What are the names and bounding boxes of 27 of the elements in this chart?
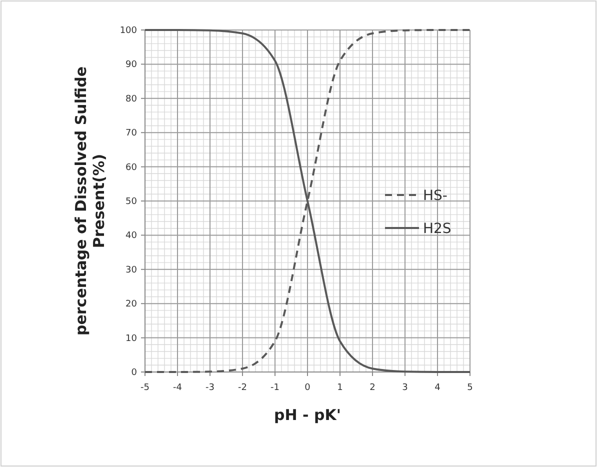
x-tick-label: -5 bbox=[140, 383, 150, 393]
y-axis-title: percentage of Dissolved Sulfide Present(%) bbox=[72, 66, 108, 336]
y-tick-label: 90 bbox=[126, 60, 138, 70]
x-tick-label: 0 bbox=[304, 383, 311, 393]
y-tick-label: 20 bbox=[126, 300, 138, 310]
y-tick-label: 100 bbox=[120, 26, 138, 36]
x-tick-label: 4 bbox=[434, 383, 441, 393]
legend-label: H2S bbox=[423, 221, 452, 237]
y-tick-label: 10 bbox=[126, 334, 138, 344]
x-tick-label: 1 bbox=[337, 383, 343, 393]
x-tick-label: 2 bbox=[370, 383, 376, 393]
x-axis-title: pH - pK' bbox=[274, 406, 341, 424]
y-tick-label: 60 bbox=[126, 162, 138, 173]
x-tick-label: 5 bbox=[467, 383, 473, 393]
x-tick-label: -2 bbox=[238, 383, 247, 393]
x-tick-label: -3 bbox=[206, 383, 214, 393]
y-tick-label: 40 bbox=[126, 231, 138, 242]
x-tick-label: -1 bbox=[270, 383, 280, 393]
y-tick-label: 80 bbox=[126, 94, 138, 104]
y-tick-label: 0 bbox=[131, 368, 138, 378]
x-tick-label: 3 bbox=[402, 383, 408, 393]
y-tick-label: 70 bbox=[126, 128, 138, 139]
legend-label: HS- bbox=[423, 188, 448, 204]
line-series bbox=[144, 29, 471, 373]
x-tick-label: -4 bbox=[173, 383, 182, 393]
y-tick-label: 50 bbox=[126, 197, 138, 207]
y-tick-label: 30 bbox=[126, 265, 138, 276]
